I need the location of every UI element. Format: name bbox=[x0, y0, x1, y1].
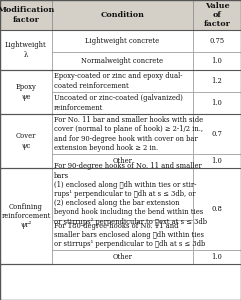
Bar bbox=[52, 0, 193, 30]
Bar bbox=[52, 154, 193, 168]
Text: Normalweight concrete: Normalweight concrete bbox=[81, 57, 163, 65]
Text: Epoxy-coated or zinc and epoxy dual-
coated reinforcement: Epoxy-coated or zinc and epoxy dual- coa… bbox=[54, 72, 182, 90]
Text: 1.0: 1.0 bbox=[211, 99, 222, 107]
Bar bbox=[52, 30, 193, 52]
Bar bbox=[193, 154, 241, 168]
Bar bbox=[52, 114, 193, 154]
Text: Lightweight concrete: Lightweight concrete bbox=[85, 37, 159, 45]
Text: For No. 11 bar and smaller hooks with side
cover (normal to plane of hook) ≥ 2-1: For No. 11 bar and smaller hooks with si… bbox=[54, 116, 203, 152]
Text: 1.2: 1.2 bbox=[212, 77, 222, 85]
Text: For 180-degree hooks of No. 11 and
smaller bars enclosed along ℓdh within ties
o: For 180-degree hooks of No. 11 and small… bbox=[54, 222, 205, 248]
Bar bbox=[193, 250, 241, 264]
Bar bbox=[193, 70, 241, 92]
Text: Cover
ψc: Cover ψc bbox=[16, 132, 36, 150]
Text: Lightweight
λ: Lightweight λ bbox=[5, 41, 47, 58]
Text: Other: Other bbox=[112, 253, 132, 261]
Bar bbox=[193, 114, 241, 154]
Text: 0.7: 0.7 bbox=[211, 130, 222, 138]
Bar bbox=[193, 168, 241, 250]
Text: 1.0: 1.0 bbox=[211, 157, 222, 165]
Bar bbox=[52, 168, 193, 220]
Text: Modification
factor: Modification factor bbox=[0, 6, 54, 24]
Text: Uncoated or zinc-coated (galvanized)
reinforcement: Uncoated or zinc-coated (galvanized) rei… bbox=[54, 94, 183, 112]
Text: Condition: Condition bbox=[100, 11, 144, 19]
Bar bbox=[52, 220, 193, 250]
Text: For 90-degree hooks of No. 11 and smaller
bars
(1) enclosed along ℓdh within tie: For 90-degree hooks of No. 11 and smalle… bbox=[54, 162, 207, 226]
Text: Epoxy
ψe: Epoxy ψe bbox=[15, 83, 36, 100]
Bar bbox=[0, 70, 52, 114]
Bar bbox=[193, 92, 241, 114]
Text: Other: Other bbox=[112, 157, 132, 165]
Text: Value
of
factor: Value of factor bbox=[203, 2, 230, 28]
Text: Confining
reinforcement
ψr²: Confining reinforcement ψr² bbox=[1, 203, 51, 229]
Bar bbox=[52, 250, 193, 264]
Text: 0.8: 0.8 bbox=[211, 205, 222, 213]
Bar bbox=[193, 52, 241, 70]
Bar bbox=[193, 0, 241, 30]
Bar bbox=[0, 168, 52, 264]
Text: 0.75: 0.75 bbox=[209, 37, 224, 45]
Bar bbox=[52, 70, 193, 92]
Text: 1.0: 1.0 bbox=[211, 57, 222, 65]
Bar bbox=[0, 0, 52, 30]
Text: 1.0: 1.0 bbox=[211, 253, 222, 261]
Bar bbox=[52, 52, 193, 70]
Bar bbox=[193, 30, 241, 52]
Bar bbox=[0, 114, 52, 168]
Bar bbox=[52, 92, 193, 114]
Bar bbox=[0, 30, 52, 70]
